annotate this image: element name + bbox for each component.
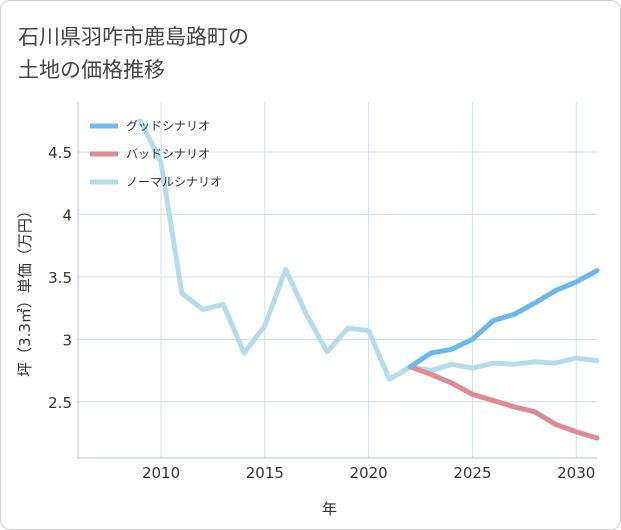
y-tick-label: 3 (62, 331, 72, 349)
legend-label: グッドシナリオ (126, 119, 210, 133)
y-tick-label: 2.5 (48, 394, 72, 412)
x-tick-label: 2010 (142, 464, 180, 482)
x-tick-label: 2025 (453, 464, 491, 482)
legend-label: ノーマルシナリオ (126, 175, 222, 189)
x-tick-label: 2015 (246, 464, 284, 482)
series-line-0 (407, 268, 600, 370)
y-tick-label: 3.5 (48, 269, 72, 287)
chart-title: 石川県羽咋市鹿島路町の 土地の価格推移 (18, 21, 438, 87)
title-line-2: 土地の価格推移 (18, 58, 165, 82)
x-axis-label: 年 (322, 500, 337, 518)
series-lines (137, 118, 600, 441)
y-tick-label: 4.5 (48, 144, 72, 162)
series-line-1 (407, 364, 600, 441)
title-line-1: 石川県羽咋市鹿島路町の (18, 25, 249, 49)
series-line-2 (137, 118, 600, 382)
plot-frame (77, 102, 597, 459)
x-tick-label: 2020 (350, 464, 388, 482)
legend-label: バッドシナリオ (126, 147, 210, 161)
y-tick-label: 4 (62, 206, 72, 224)
x-tick-label: 2030 (557, 464, 595, 482)
y-axis-label: 坪（3.3㎡）単価（万円） (16, 203, 34, 377)
grid-lines (78, 102, 597, 458)
tick-labels: 2010 2015 2020 2025 2030 2.5 3 3.5 4 4.5 (48, 144, 595, 482)
